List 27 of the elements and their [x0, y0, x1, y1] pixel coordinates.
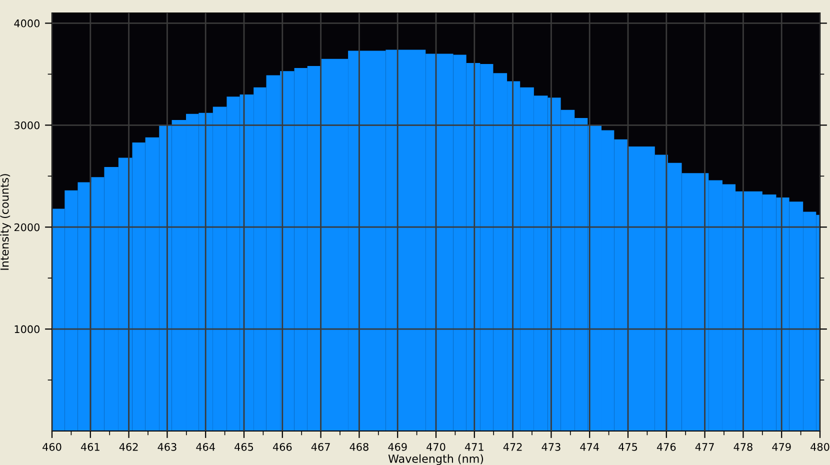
y-tick-label: 2000: [14, 223, 40, 232]
y-tick-label: 4000: [14, 19, 40, 28]
x-tick-label: 461: [80, 442, 100, 451]
x-tick-label: 472: [503, 442, 522, 451]
x-tick-label: 464: [196, 442, 215, 451]
y-tick-label: 1000: [14, 325, 40, 334]
x-tick-label: 477: [695, 443, 714, 451]
x-tick-label: 473: [542, 442, 560, 451]
x-tick-label: 480: [810, 442, 830, 451]
x-tick-label: 476: [656, 442, 676, 451]
x-tick-label: 478: [734, 442, 752, 451]
x-tick-label: 479: [772, 442, 791, 451]
x-tick-label: 471: [464, 443, 484, 451]
x-tick-label: 470: [426, 442, 446, 451]
x-tick-label: 474: [580, 443, 599, 451]
y-axis-title: Intensity (counts): [0, 174, 11, 270]
x-tick-label: 465: [234, 442, 254, 451]
y-tick-label: 3000: [14, 121, 40, 130]
x-tick-label: 463: [158, 442, 176, 451]
x-axis-title: Wavelength (nm): [388, 454, 484, 465]
x-tick-label: 467: [311, 442, 330, 451]
x-tick-label: 468: [350, 442, 368, 451]
x-tick-label: 475: [618, 443, 638, 451]
x-tick-label: 460: [42, 442, 62, 451]
x-tick-label: 466: [272, 442, 292, 451]
x-tick-label: 462: [119, 442, 138, 451]
x-tick-label: 469: [388, 442, 407, 451]
